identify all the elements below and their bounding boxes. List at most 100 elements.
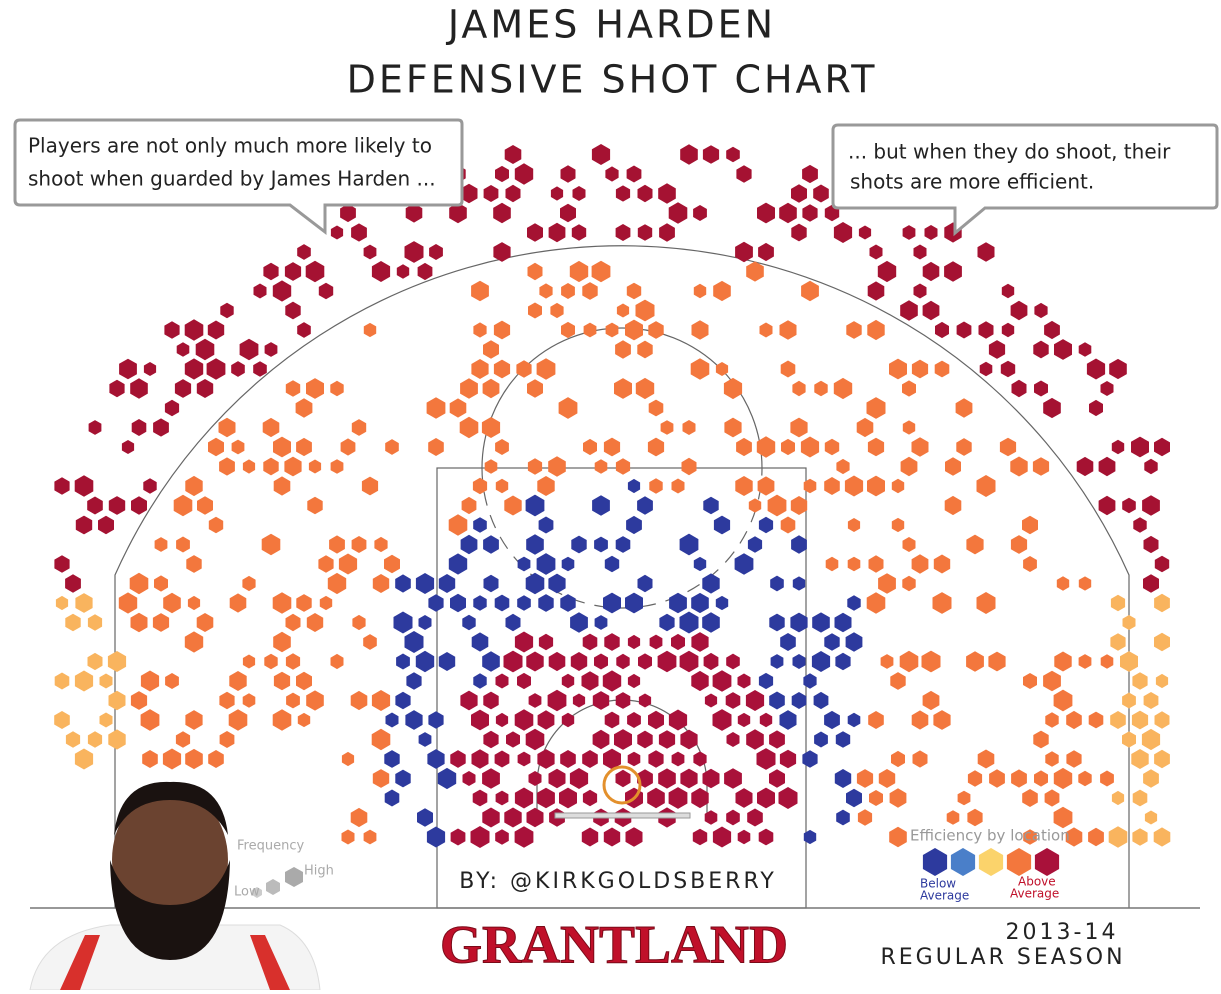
hexbin xyxy=(648,321,664,339)
hexbin xyxy=(1066,750,1082,768)
hexbin xyxy=(526,534,544,555)
hexbin xyxy=(406,672,422,690)
hexbin xyxy=(591,260,611,283)
hexbin xyxy=(1056,576,1070,591)
hexbin xyxy=(471,359,489,379)
hexbin xyxy=(1100,770,1114,787)
hexbin xyxy=(834,612,852,633)
hexbin xyxy=(769,613,785,632)
hexbin xyxy=(514,163,534,185)
hexbin xyxy=(330,225,344,240)
hexbin xyxy=(988,651,1006,672)
hexbin xyxy=(877,260,897,283)
hexbin xyxy=(460,183,478,204)
hexbin xyxy=(1111,790,1125,806)
hexbin xyxy=(471,709,489,731)
hexbin xyxy=(902,225,916,240)
hexbin xyxy=(803,673,817,689)
hexbin xyxy=(637,340,653,359)
hexbin xyxy=(802,164,818,184)
hexbin xyxy=(1120,651,1138,672)
hexbin xyxy=(745,690,765,711)
callout-text: shots are more efficient. xyxy=(850,170,1094,194)
hexbin xyxy=(154,575,168,592)
hexbin xyxy=(450,750,466,768)
hexbin xyxy=(483,340,499,359)
hexbin xyxy=(846,788,862,808)
hexbin xyxy=(483,691,499,710)
hexbin xyxy=(626,282,642,300)
hexbin xyxy=(286,692,300,709)
hexbin xyxy=(603,592,621,614)
hexbin xyxy=(1141,728,1161,751)
efficiency-legend: Efficiency by location Below Average Abo… xyxy=(910,827,1070,903)
hexbin xyxy=(712,670,732,692)
hexbin xyxy=(196,379,214,398)
hexbin xyxy=(514,709,534,731)
hexbin xyxy=(844,475,864,497)
hexbin xyxy=(371,261,391,282)
hexbin xyxy=(1010,456,1028,477)
hexbin xyxy=(833,377,853,400)
hexbin xyxy=(712,709,732,731)
hexbin xyxy=(627,634,641,650)
callout-left: Players are not only much more likely to… xyxy=(13,118,464,236)
hexbin xyxy=(547,689,567,712)
hexbin xyxy=(74,670,94,692)
hexbin xyxy=(54,672,70,690)
hexbin xyxy=(856,769,874,788)
hexbin xyxy=(164,399,180,417)
hexbin xyxy=(594,653,608,670)
hexbin xyxy=(858,225,872,240)
hexbin xyxy=(527,262,543,281)
hexbin xyxy=(693,751,707,767)
hexbin xyxy=(1043,670,1061,692)
hexbin xyxy=(758,672,774,690)
hexbin xyxy=(119,358,137,380)
hexbin xyxy=(340,438,356,456)
hexbin xyxy=(372,769,390,788)
hexbin xyxy=(495,673,509,689)
hexbin xyxy=(935,321,949,339)
hexbin xyxy=(734,553,754,575)
hexbin xyxy=(417,262,433,281)
hexbin xyxy=(175,731,191,748)
hexbin xyxy=(539,283,553,299)
hexbin xyxy=(208,750,224,768)
hexbin xyxy=(582,789,598,807)
hexbin xyxy=(261,533,281,556)
hexbin xyxy=(448,553,468,575)
hexbin xyxy=(538,516,554,534)
hexbin xyxy=(503,650,523,673)
hexbin xyxy=(263,457,279,476)
hexbin xyxy=(1053,806,1073,829)
hexbin xyxy=(471,632,489,652)
hexbin xyxy=(272,709,292,731)
hexbin xyxy=(790,417,808,438)
hexbin xyxy=(561,556,575,572)
season-year: 2013-14 xyxy=(1006,920,1119,945)
hexbin xyxy=(273,436,291,458)
hexbin xyxy=(966,651,984,672)
hexbin xyxy=(658,730,676,749)
title-line: JAMES HARDEN xyxy=(446,3,776,47)
callout-text: ... but when they do shoot, their xyxy=(848,140,1171,164)
hexbin xyxy=(108,729,126,750)
hexbin xyxy=(780,516,796,534)
hexbin xyxy=(891,517,905,533)
hexbin xyxy=(219,457,235,476)
hexbin xyxy=(803,478,817,494)
hexbin xyxy=(493,359,511,379)
hexbin xyxy=(735,476,753,496)
hexbin xyxy=(371,728,391,751)
hexbin xyxy=(273,671,291,691)
hexbin xyxy=(669,592,687,614)
hexbin xyxy=(1078,576,1092,591)
hexbin xyxy=(847,556,861,572)
hexbin xyxy=(143,478,157,494)
hexbin xyxy=(594,536,608,553)
callout-right: ... but when they do shoot, their shots … xyxy=(831,123,1219,237)
hexbin xyxy=(867,437,885,457)
hexbin xyxy=(626,165,642,183)
hexbin xyxy=(627,751,641,767)
